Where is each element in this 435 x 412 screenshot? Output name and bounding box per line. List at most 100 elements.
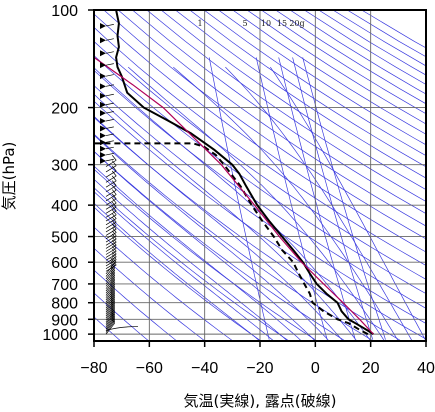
- wind-barb: [105, 265, 115, 277]
- dry-adiabat: [94, 69, 426, 309]
- wind-barb: [105, 264, 117, 272]
- dry-adiabat: [94, 150, 346, 341]
- wind-barbs: [100, 22, 139, 335]
- x-tick-label: −40: [191, 360, 218, 377]
- mixing-ratio-label: 10: [261, 19, 271, 28]
- moist-adiabat: [94, 150, 316, 341]
- wind-barb-feather: [111, 160, 117, 166]
- dry-adiabat: [189, 10, 426, 168]
- wind-barb: [105, 228, 117, 236]
- wind-barb: [105, 165, 117, 173]
- wind-barb: [105, 295, 115, 307]
- dry-adiabat-lines: [94, 10, 426, 341]
- wind-barb: [105, 146, 114, 150]
- y-tick-label: 200: [51, 101, 78, 118]
- mixing-ratio-labels: 1 5 10 15 20g: [197, 19, 304, 28]
- moist-adiabat: [94, 191, 275, 341]
- wind-barb: [105, 24, 114, 27]
- y-tick-label: 500: [51, 230, 78, 247]
- wind-barb: [105, 232, 117, 240]
- wind-barb-flag: [100, 117, 106, 124]
- wind-barb: [105, 304, 115, 317]
- y-tick-label: 900: [51, 312, 78, 329]
- wind-barb: [105, 262, 117, 269]
- mixing-ratio-label: 15: [277, 19, 287, 28]
- wind-barb: [105, 256, 117, 264]
- wind-barb: [105, 284, 115, 296]
- wind-barb: [105, 153, 114, 156]
- wind-barb-feather: [111, 254, 117, 260]
- wind-barb: [105, 180, 117, 188]
- wind-barb-feather: [110, 260, 115, 266]
- wind-barb-feather: [111, 165, 117, 172]
- wind-barb: [105, 218, 117, 226]
- wind-barb-flag: [100, 62, 106, 69]
- dry-adiabat: [94, 55, 426, 295]
- wind-barb: [105, 316, 115, 328]
- dry-adiabat: [117, 10, 426, 227]
- wind-barb: [105, 312, 115, 324]
- y-tick-label: 600: [51, 255, 78, 272]
- moist-adiabat: [94, 178, 288, 341]
- wind-barb: [105, 277, 115, 289]
- wind-barb-flag: [100, 132, 106, 139]
- dry-adiabat: [94, 226, 234, 341]
- wind-barb: [105, 275, 115, 287]
- wind-barb: [105, 158, 114, 162]
- wind-barb: [105, 206, 117, 214]
- wind-barb: [105, 297, 115, 309]
- x-axis-label: 気温(実線), 露点(破線): [184, 392, 337, 410]
- mixing-ratio-lines: [208, 57, 386, 340]
- dry-adiabat: [94, 100, 426, 340]
- moist-adiabat: [94, 134, 330, 341]
- wind-barb-flag: [100, 157, 106, 164]
- dry-adiabat: [94, 316, 121, 341]
- dry-adiabat: [94, 187, 290, 341]
- wind-barb-feather: [111, 155, 117, 161]
- dry-adiabat: [146, 10, 426, 202]
- dry-adiabat: [218, 10, 426, 146]
- wind-barb: [105, 292, 115, 305]
- wind-barb-flag: [100, 145, 106, 152]
- dry-adiabat: [94, 292, 150, 341]
- wind-barb: [105, 317, 115, 330]
- dry-adiabat: [175, 10, 426, 179]
- wind-barb: [105, 63, 114, 66]
- moist-adiabat: [94, 202, 261, 341]
- x-tick-label: −80: [80, 360, 107, 377]
- wind-barb: [105, 314, 115, 326]
- dry-adiabat: [289, 10, 426, 95]
- wind-barb-flag: [100, 83, 106, 90]
- wind-barb: [105, 119, 114, 122]
- y-tick-label: 300: [51, 158, 78, 175]
- wind-barb-feather: [111, 251, 117, 258]
- dry-adiabat: [232, 10, 426, 135]
- wind-barb-feather: [111, 189, 117, 195]
- x-tick-label: 0: [311, 360, 320, 377]
- grid-lines: [94, 10, 426, 341]
- wind-barb: [105, 133, 114, 136]
- wind-barb: [105, 170, 117, 178]
- wind-barb-flag: [100, 139, 106, 146]
- mixing-ratio-label: 20g: [289, 19, 304, 28]
- wind-barb: [105, 259, 117, 267]
- wind-barb: [105, 93, 114, 97]
- wind-barb-flag: [100, 22, 106, 29]
- wind-barb: [105, 247, 117, 255]
- wind-barb: [105, 310, 115, 322]
- wind-barb: [105, 306, 115, 319]
- wind-barb: [105, 282, 115, 294]
- wind-barb: [105, 74, 114, 77]
- dry-adiabat: [94, 13, 426, 253]
- wind-barb: [105, 159, 117, 167]
- parcel-line: [94, 56, 374, 335]
- wind-barb: [105, 185, 117, 193]
- wind-barb: [105, 253, 117, 261]
- wind-barb-flag: [100, 125, 106, 132]
- wind-barb-feather: [111, 230, 117, 237]
- wind-barb-feather: [111, 184, 117, 191]
- dry-adiabat: [203, 10, 426, 157]
- wind-barb: [105, 244, 117, 252]
- dry-adiabat: [94, 26, 426, 266]
